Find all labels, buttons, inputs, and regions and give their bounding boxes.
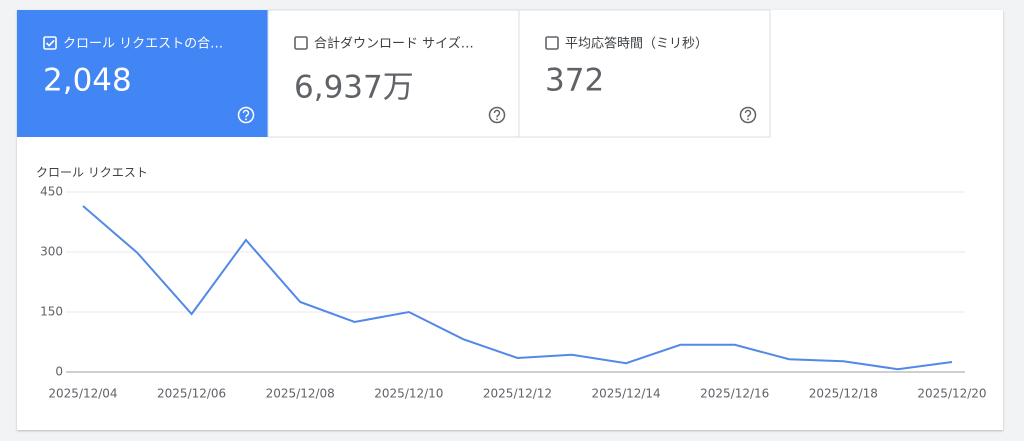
- checkbox-check: [45, 39, 55, 47]
- tile-bg: [17, 10, 268, 137]
- y-tick-label: 150: [40, 305, 63, 319]
- x-tick-label: 2025/12/14: [592, 387, 661, 401]
- help-circle: [237, 106, 255, 124]
- x-tick-label: 2025/12/12: [483, 387, 552, 401]
- metric-tile[interactable]: 平均応答時間（ミリ秒） 372: [518, 9, 771, 138]
- x-tick-label: 2025/12/10: [374, 387, 443, 401]
- help-icon[interactable]: [739, 106, 757, 124]
- help-dot: [496, 118, 498, 121]
- help-circle: [488, 106, 506, 124]
- help-circle: [739, 106, 757, 124]
- metric-label: 合計ダウンロード サイズ…: [314, 36, 474, 52]
- x-tick-label: 2025/12/06: [157, 387, 226, 401]
- x-tick-label: 2025/12/16: [700, 387, 769, 401]
- help-icon[interactable]: [488, 106, 506, 124]
- y-tick-label: 300: [40, 245, 63, 259]
- tile-bg: [518, 9, 771, 138]
- checkbox[interactable]: [294, 36, 308, 50]
- help-mark: [242, 109, 250, 118]
- metric-value: 6,937万: [294, 70, 414, 106]
- metric-value: 2,048: [43, 63, 132, 99]
- metric-value: 372: [545, 63, 604, 99]
- help-mark: [493, 109, 501, 118]
- metric-label: 平均応答時間（ミリ秒）: [565, 36, 708, 52]
- checkbox-box: [545, 36, 559, 50]
- help-icon[interactable]: [237, 106, 255, 124]
- checkbox[interactable]: [43, 36, 57, 50]
- checkbox-box: [43, 36, 57, 50]
- checkbox-box: [294, 36, 308, 50]
- y-tick-label: 0: [55, 365, 63, 379]
- help-dot: [245, 118, 247, 121]
- x-tick-label: 2025/12/04: [48, 387, 117, 401]
- data-line: [82, 205, 953, 371]
- help-mark: [744, 109, 752, 118]
- metric-label: クロール リクエストの合…: [63, 37, 223, 52]
- y-tick-label: 450: [40, 185, 63, 199]
- x-tick-label: 2025/12/08: [266, 387, 335, 401]
- help-dot: [747, 118, 749, 121]
- x-tick-label: 2025/12/18: [809, 387, 878, 401]
- tile-bg: [267, 9, 520, 138]
- checkbox[interactable]: [545, 36, 559, 50]
- y-axis-title: クロール リクエスト: [36, 166, 148, 180]
- x-tick-label: 2025/12/20: [917, 387, 986, 401]
- metric-tile[interactable]: 合計ダウンロード サイズ… 6,937万: [267, 9, 520, 138]
- metric-tile[interactable]: クロール リクエストの合… 2,048: [17, 10, 268, 137]
